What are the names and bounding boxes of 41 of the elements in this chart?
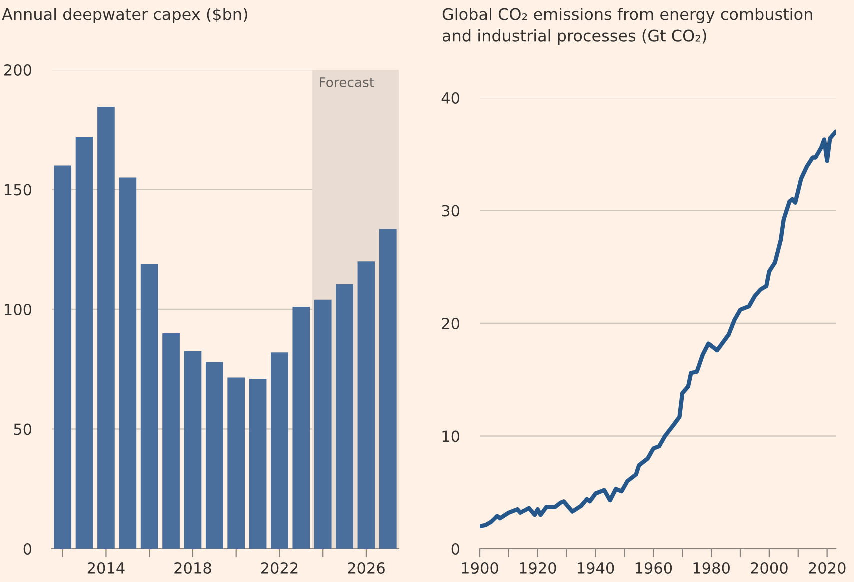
y-tick-label: 40 [442,92,460,104]
bar [98,107,115,549]
x-tick-label: 1960 [636,562,672,574]
y-tick-label: 20 [442,318,460,330]
chart-title: Global CO₂ emissions from energy combustion and industrial processes (Gt CO₂) [442,8,812,45]
x-tick-label: 2026 [348,562,385,574]
y-tick-label: 200 [4,64,32,76]
y-tick-label: 50 [14,424,32,436]
bar [162,333,180,549]
bar [271,352,288,549]
x-tick-label: 2022 [261,562,298,574]
chart-title: Annual deepwater capex ($bn) [2,8,248,24]
bar [314,300,332,549]
bar [54,166,72,549]
x-tick-label: 1900 [462,562,498,574]
x-tick-label: 2018 [174,562,212,574]
bar [184,351,202,549]
bar [358,262,376,549]
bar [119,178,137,549]
bar [249,378,267,549]
x-tick-label: 2020 [808,562,846,574]
y-tick-label: 0 [24,543,32,556]
x-tick-label: 1980 [694,562,730,574]
bar [76,137,94,549]
bar [379,229,397,549]
bar [228,378,246,549]
line-series [480,130,836,529]
y-tick-label: 150 [5,184,32,196]
y-tick-label: 30 [442,205,460,217]
y-tick-label: 0 [452,543,460,556]
band-label: Forecast [320,78,374,88]
y-tick-label: 100 [5,304,32,316]
x-tick-label: 2000 [751,562,788,574]
y-tick-label: 10 [442,430,460,442]
bar [336,284,354,549]
x-tick-label: 2014 [88,562,125,574]
x-tick-label: 1940 [578,562,614,574]
bar [140,264,158,549]
bar [206,362,224,549]
bar [292,307,310,549]
x-tick-label: 1920 [520,562,556,574]
